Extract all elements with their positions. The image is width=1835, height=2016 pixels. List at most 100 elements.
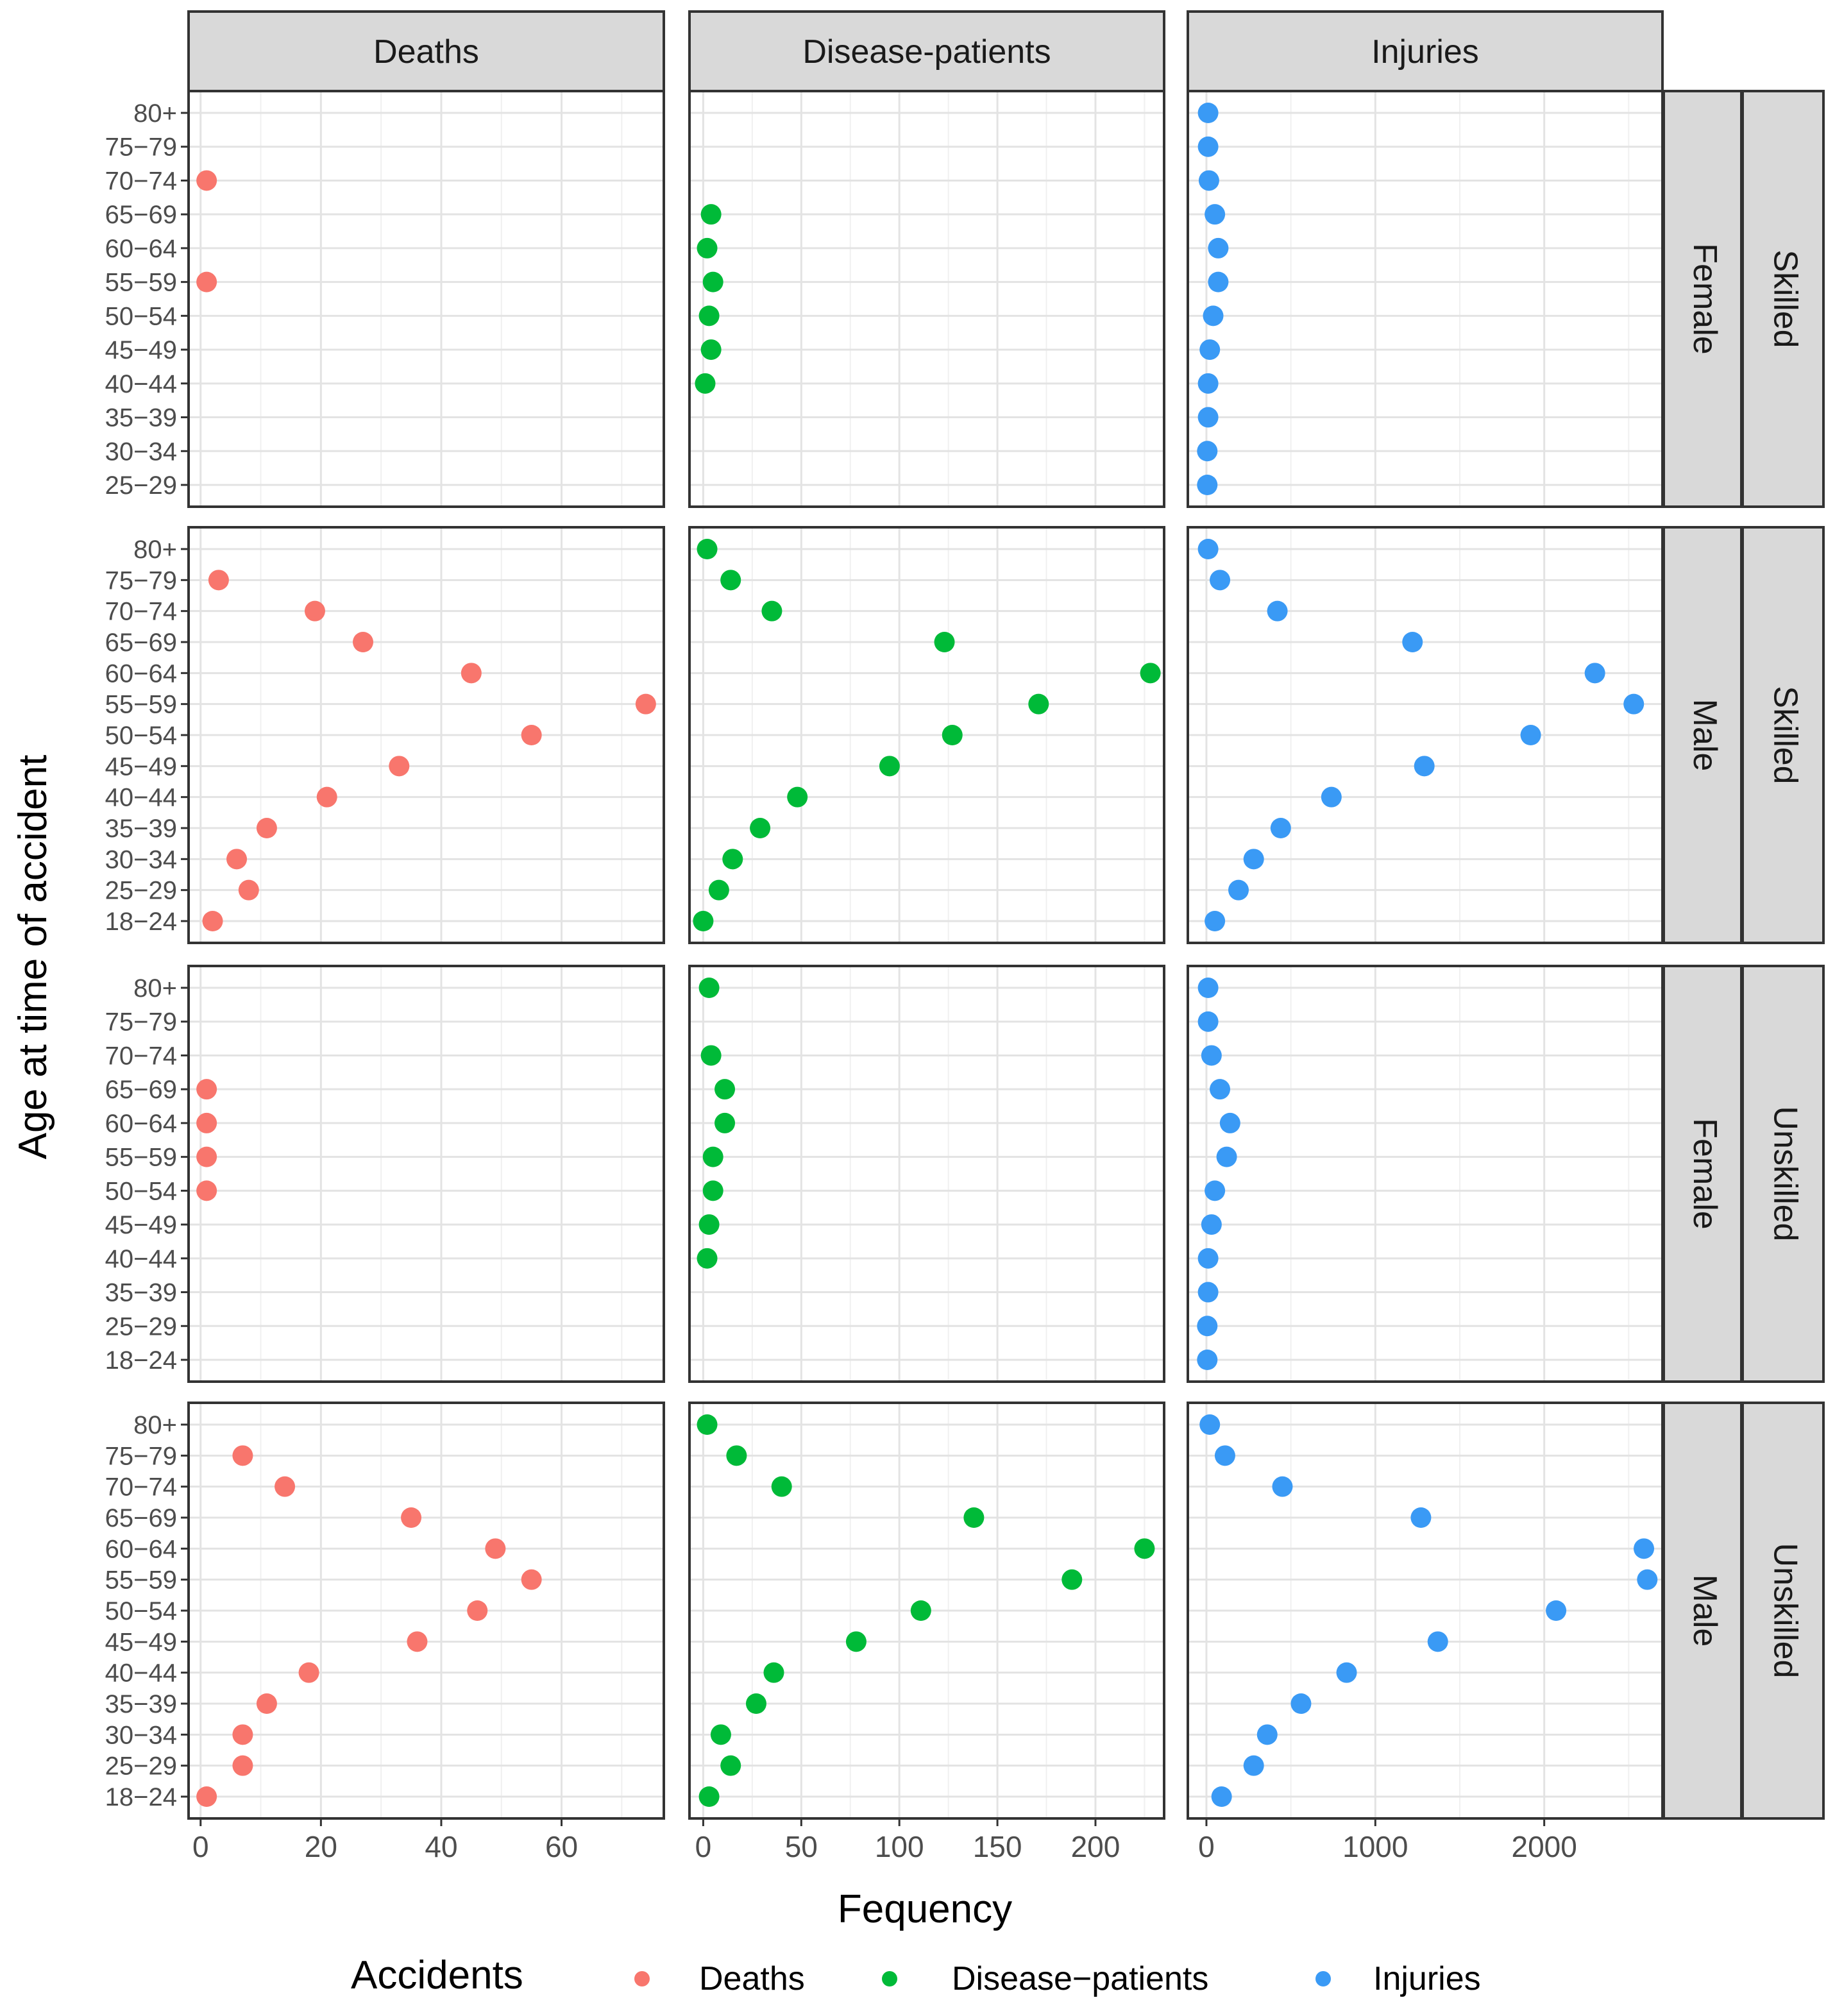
x-tick-label: 1000 xyxy=(1342,1830,1408,1863)
point-deaths-30-34 xyxy=(232,1724,253,1745)
y-tick-label: 30−34 xyxy=(105,437,177,466)
point-disease-patients-70-74 xyxy=(771,1476,792,1497)
y-tick-label: 18−24 xyxy=(105,908,177,936)
x-tick-label: 2000 xyxy=(1511,1830,1577,1863)
strip-row1-inner xyxy=(1662,90,1743,508)
point-disease-patients-70-74 xyxy=(700,1045,722,1066)
y-tick-label: 75−79 xyxy=(105,566,177,595)
point-injuries-45-49 xyxy=(1201,1214,1222,1235)
point-injuries-30-34 xyxy=(1197,441,1218,462)
point-disease-patients-45-49 xyxy=(698,1214,720,1235)
y-tick-label: 60−64 xyxy=(105,235,177,263)
point-disease-patients-40-44 xyxy=(787,786,808,808)
point-injuries-50-54 xyxy=(1520,725,1541,745)
y-tick-label: 70−74 xyxy=(105,1473,177,1502)
point-disease-patients-40-44 xyxy=(697,1248,718,1269)
y-tick-label: 18−24 xyxy=(105,1783,177,1811)
point-injuries-25-29 xyxy=(1197,475,1218,495)
y-tick-label: 45−49 xyxy=(105,752,177,781)
point-disease-patients-65-69 xyxy=(934,632,955,652)
strip-deaths-label: Deaths xyxy=(373,33,479,71)
point-injuries-18-24 xyxy=(1205,911,1226,931)
point-disease-patients-80+ xyxy=(698,978,720,998)
point-deaths-25-29 xyxy=(232,1755,253,1776)
legend: Accidents Deaths Disease−patients Injuries xyxy=(351,1953,1481,1997)
panel-row1-injuries xyxy=(1187,90,1664,508)
point-injuries-40-44 xyxy=(1336,1662,1357,1683)
y-tick-label: 40−44 xyxy=(105,784,177,812)
point-deaths-25-29 xyxy=(238,879,259,901)
point-deaths-50-54 xyxy=(521,725,542,745)
x-tick-label: 200 xyxy=(1071,1830,1120,1863)
point-disease-patients-45-49 xyxy=(700,339,722,360)
y-tick-label: 70−74 xyxy=(105,1042,177,1070)
point-disease-patients-35-39 xyxy=(750,818,771,838)
strip-injuries-header xyxy=(1187,10,1664,92)
point-disease-patients-65-69 xyxy=(700,204,722,225)
strip-row3-inner-label: Female xyxy=(1686,1118,1723,1229)
y-tick-label: 50−54 xyxy=(105,1177,177,1205)
y-tick-label: 65−69 xyxy=(105,201,177,229)
y-tick-label: 30−34 xyxy=(105,845,177,874)
panel-row3-deaths xyxy=(187,965,665,1383)
strip-row4-outer xyxy=(1741,1402,1825,1820)
point-disease-patients-75-79 xyxy=(726,1445,747,1466)
y-tick-label: 60−64 xyxy=(105,1535,177,1563)
y-tick-label: 45−49 xyxy=(105,1628,177,1656)
strip-row3-inner xyxy=(1662,965,1743,1383)
y-tick-label: 70−74 xyxy=(105,598,177,626)
point-deaths-55-59 xyxy=(521,1569,542,1590)
panel-row4-injuries xyxy=(1187,1402,1664,1820)
point-injuries-65-69 xyxy=(1410,1507,1432,1528)
y-tick-label: 30−34 xyxy=(105,1721,177,1749)
point-disease-patients-45-49 xyxy=(879,756,900,777)
x-tick-label: 40 xyxy=(425,1830,457,1863)
y-tick-label: 25−29 xyxy=(105,1752,177,1781)
point-deaths-35-39 xyxy=(256,1693,277,1714)
x-tick-label: 50 xyxy=(785,1830,818,1863)
y-tick-label: 80+ xyxy=(133,1411,177,1439)
point-injuries-70-74 xyxy=(1272,1476,1293,1497)
y-tick-label: 80+ xyxy=(133,974,177,1003)
point-injuries-80+ xyxy=(1197,539,1219,559)
point-deaths-35-39 xyxy=(256,818,277,838)
point-disease-patients-60-64 xyxy=(1140,663,1161,684)
point-disease-patients-30-34 xyxy=(710,1724,731,1745)
y-tick-label: 60−64 xyxy=(105,659,177,688)
point-deaths-70-74 xyxy=(196,170,217,191)
point-deaths-45-49 xyxy=(389,756,410,777)
point-disease-patients-40-44 xyxy=(763,1662,784,1683)
strip-row2-inner-label: Male xyxy=(1686,699,1723,772)
legend-key-deaths xyxy=(634,1971,650,1986)
point-injuries-55-59 xyxy=(1623,693,1645,715)
strip-row1-outer-label: Skilled xyxy=(1766,250,1804,348)
point-injuries-40-44 xyxy=(1321,786,1342,808)
point-injuries-30-34 xyxy=(1243,849,1264,870)
point-injuries-45-49 xyxy=(1414,756,1435,777)
point-injuries-65-69 xyxy=(1210,1079,1231,1100)
point-disease-patients-55-59 xyxy=(1028,693,1049,715)
y-tick-label: 40−44 xyxy=(105,370,177,398)
y-tick-label: 75−79 xyxy=(105,1008,177,1037)
point-deaths-70-74 xyxy=(304,600,325,622)
point-injuries-60-64 xyxy=(1584,663,1605,684)
y-tick-label: 80+ xyxy=(133,99,177,128)
point-disease-patients-55-59 xyxy=(702,1146,723,1167)
y-tick-label: 45−49 xyxy=(105,336,177,364)
panel-row4-deaths xyxy=(187,1402,665,1820)
point-injuries-40-44 xyxy=(1197,1248,1219,1269)
point-deaths-65-69 xyxy=(196,1079,217,1100)
point-disease-patients-50-54 xyxy=(702,1180,723,1201)
point-injuries-75-79 xyxy=(1197,136,1219,157)
point-injuries-45-49 xyxy=(1199,339,1221,360)
x-tick-label: 60 xyxy=(545,1830,578,1863)
y-tick-label: 55−59 xyxy=(105,691,177,719)
point-disease-patients-35-39 xyxy=(745,1693,766,1714)
y-tick-label: 75−79 xyxy=(105,133,177,162)
panel-row1-deaths xyxy=(187,90,665,508)
point-disease-patients-80+ xyxy=(697,539,718,559)
point-injuries-35-39 xyxy=(1197,407,1219,428)
point-injuries-80+ xyxy=(1199,1414,1221,1435)
panel-row4-disease-patients xyxy=(688,1402,1165,1820)
point-injuries-60-64 xyxy=(1634,1538,1655,1559)
